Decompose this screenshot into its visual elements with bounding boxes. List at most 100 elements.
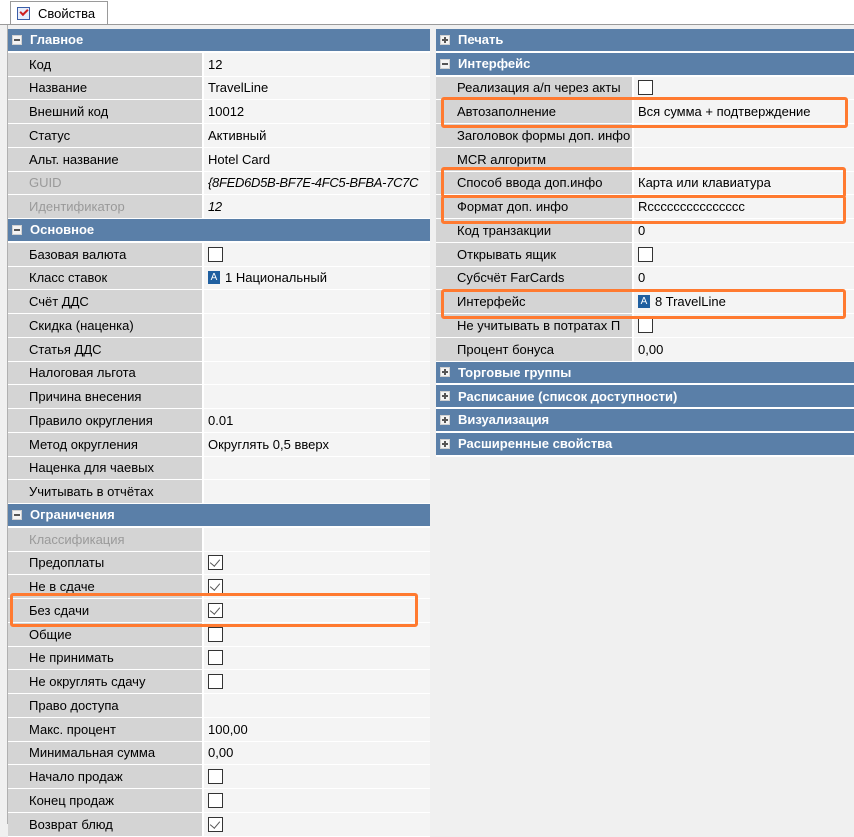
property-row[interactable]: Статья ДДС <box>8 337 430 361</box>
collapse-icon[interactable] <box>12 509 22 520</box>
property-row[interactable]: Право доступа <box>8 694 430 717</box>
property-value[interactable]: 0 <box>634 219 854 242</box>
property-row[interactable]: Не округлять сдачу <box>8 670 430 693</box>
property-row[interactable]: Базовая валюта <box>8 242 430 266</box>
property-value[interactable] <box>204 385 430 408</box>
expand-icon[interactable] <box>440 414 450 425</box>
checkbox[interactable] <box>208 674 223 690</box>
property-value[interactable]: A 8 TravelLine <box>634 290 854 313</box>
property-value[interactable] <box>634 124 854 147</box>
property-row[interactable]: Открывать ящик <box>436 242 854 266</box>
property-value[interactable]: TravelLine <box>204 76 430 100</box>
property-value[interactable] <box>204 622 430 646</box>
property-value[interactable]: Округлять 0,5 вверх <box>204 432 430 456</box>
property-value[interactable] <box>204 456 430 480</box>
property-row[interactable]: GUID {8FED6D5B-BF7E-4FC5-BFBA-7C7C <box>8 171 430 195</box>
property-row[interactable]: Формат доп. инфо Rccccccccccccccc <box>436 195 854 218</box>
property-value[interactable]: 12 <box>204 52 430 76</box>
expand-icon[interactable] <box>440 367 450 378</box>
property-row[interactable]: Налоговая льгота <box>8 361 430 385</box>
property-value[interactable] <box>204 765 430 788</box>
property-value[interactable] <box>204 789 430 812</box>
property-value[interactable] <box>204 242 430 266</box>
property-value[interactable] <box>634 76 854 100</box>
property-row[interactable]: Не принимать <box>8 646 430 670</box>
checkbox[interactable] <box>208 626 223 642</box>
category-header[interactable]: Торговые группы <box>436 361 854 384</box>
property-value[interactable] <box>634 314 854 337</box>
collapse-icon[interactable] <box>12 224 22 235</box>
category-header[interactable]: Ограничения <box>8 504 430 526</box>
checkbox[interactable] <box>638 80 653 96</box>
property-value[interactable]: 100,00 <box>204 717 430 741</box>
checkbox[interactable] <box>208 650 223 666</box>
property-value[interactable] <box>204 290 430 313</box>
property-value[interactable] <box>204 646 430 670</box>
property-row[interactable]: Реализация а/п через акты <box>436 76 854 100</box>
collapse-icon[interactable] <box>440 58 450 69</box>
property-row[interactable]: Метод округления Округлять 0,5 вверх <box>8 432 430 456</box>
property-value[interactable]: 0,00 <box>204 741 430 765</box>
category-header[interactable]: Расширенные свойства <box>436 432 854 455</box>
property-row[interactable]: MCR алгоритм <box>436 147 854 171</box>
property-row[interactable]: Причина внесения <box>8 385 430 408</box>
property-row[interactable]: Правило округления 0.01 <box>8 409 430 432</box>
property-value[interactable] <box>204 551 430 575</box>
property-row[interactable]: Наценка для чаевых <box>8 456 430 480</box>
checkbox[interactable] <box>208 246 223 262</box>
property-row[interactable]: Субсчёт FarCards 0 <box>436 266 854 290</box>
property-value[interactable] <box>204 670 430 693</box>
checkbox[interactable] <box>208 792 223 808</box>
property-value[interactable]: Hotel Card <box>204 147 430 171</box>
property-row[interactable]: Конец продаж <box>8 789 430 812</box>
property-value[interactable]: Вся сумма + подтверждение <box>634 100 854 123</box>
property-value[interactable] <box>204 314 430 337</box>
property-row[interactable]: Способ ввода доп.инфо Карта или клавиатур… <box>436 171 854 195</box>
property-row[interactable]: Минимальная сумма 0,00 <box>8 741 430 765</box>
property-value[interactable] <box>204 575 430 598</box>
checkbox[interactable] <box>208 579 223 595</box>
property-value[interactable] <box>204 812 430 836</box>
property-value[interactable] <box>204 599 430 622</box>
tab-properties[interactable]: Свойства <box>10 1 108 24</box>
property-row[interactable]: Учитывать в отчётах <box>8 480 430 503</box>
checkbox[interactable] <box>638 246 653 262</box>
property-row[interactable]: Счёт ДДС <box>8 290 430 313</box>
property-row[interactable]: Заголовок формы доп. инфо <box>436 124 854 147</box>
property-value[interactable] <box>634 147 854 171</box>
property-row[interactable]: Альт. название Hotel Card <box>8 147 430 171</box>
category-header[interactable]: Печать <box>436 29 854 51</box>
category-header[interactable]: Визуализация <box>436 409 854 431</box>
property-row[interactable]: Возврат блюд <box>8 812 430 836</box>
property-value[interactable]: Rccccccccccccccc <box>634 195 854 218</box>
property-row[interactable]: Общие <box>8 622 430 646</box>
property-value[interactable]: Карта или клавиатура <box>634 171 854 195</box>
property-row[interactable]: Процент бонуса 0,00 <box>436 337 854 361</box>
property-row[interactable]: Не в сдаче <box>8 575 430 598</box>
property-row[interactable]: Идентификатор 12 <box>8 195 430 218</box>
checkbox[interactable] <box>208 602 223 618</box>
property-row[interactable]: Статус Активный <box>8 124 430 147</box>
property-value[interactable] <box>634 242 854 266</box>
expand-icon[interactable] <box>440 391 450 402</box>
property-row[interactable]: Классификация <box>8 527 430 551</box>
property-row[interactable]: Скидка (наценка) <box>8 314 430 337</box>
property-row[interactable]: Не учитывать в потратах П <box>436 314 854 337</box>
property-row[interactable]: Код транзакции 0 <box>436 219 854 242</box>
category-header[interactable]: Расписание (список доступности) <box>436 385 854 407</box>
property-row[interactable]: Внешний код 10012 <box>8 100 430 123</box>
property-value[interactable]: 0.01 <box>204 409 430 432</box>
property-value[interactable] <box>204 337 430 361</box>
property-value[interactable]: 10012 <box>204 100 430 123</box>
category-header[interactable]: Главное <box>8 29 430 51</box>
checkbox[interactable] <box>208 769 223 785</box>
category-header[interactable]: Интерфейс <box>436 52 854 75</box>
checkbox[interactable] <box>638 317 653 333</box>
property-row[interactable]: Без сдачи <box>8 599 430 622</box>
property-value[interactable] <box>204 361 430 385</box>
checkbox[interactable] <box>208 816 223 832</box>
property-value[interactable]: A 1 Национальный <box>204 266 430 290</box>
property-value[interactable] <box>204 480 430 503</box>
property-value[interactable] <box>204 694 430 717</box>
property-value[interactable]: Активный <box>204 124 430 147</box>
